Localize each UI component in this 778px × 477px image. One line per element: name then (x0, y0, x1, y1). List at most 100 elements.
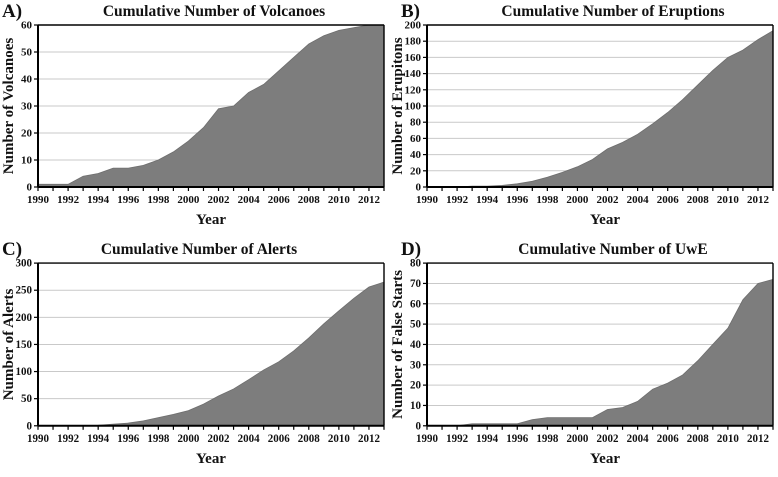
svg-text:150: 150 (16, 339, 33, 351)
y-axis-label-alerts: Number of Alerts (1, 288, 17, 400)
svg-text:2006: 2006 (657, 433, 679, 445)
y-axis-label-uwe: Number of False Starts (390, 270, 406, 419)
svg-text:2012: 2012 (747, 194, 770, 206)
svg-text:1990: 1990 (416, 433, 438, 445)
y-axis-label-volcanoes: Number of Volcanoes (1, 38, 17, 175)
svg-text:2000: 2000 (566, 433, 588, 445)
panel-label-b: B) (401, 1, 420, 22)
svg-text:2004: 2004 (238, 194, 261, 206)
svg-text:2008: 2008 (687, 433, 709, 445)
svg-text:250: 250 (16, 285, 33, 297)
panel-uwe: D) Cumulative Number of UwE Number of Fa… (389, 238, 778, 477)
svg-text:1996: 1996 (117, 194, 140, 206)
svg-text:2000: 2000 (177, 194, 200, 206)
svg-text:1998: 1998 (147, 194, 170, 206)
chart-title-volcanoes: Cumulative Number of Volcanoes (103, 3, 325, 20)
svg-text:2000: 2000 (177, 433, 199, 445)
svg-text:1996: 1996 (506, 194, 529, 206)
svg-text:2004: 2004 (627, 194, 650, 206)
svg-text:0: 0 (416, 182, 422, 194)
svg-text:1992: 1992 (446, 194, 469, 206)
plot-area-alerts: 0 50 100 150 200 250 300 1990 1992 1994 1996 1998 20… (16, 258, 385, 445)
svg-text:1998: 1998 (536, 194, 559, 206)
svg-text:2002: 2002 (208, 194, 231, 206)
svg-text:1990: 1990 (27, 194, 50, 206)
panel-eruptions: B) Cumulative Number of Eruptions Number… (389, 0, 778, 238)
svg-text:1998: 1998 (536, 433, 558, 445)
svg-text:2008: 2008 (687, 194, 710, 206)
svg-text:50: 50 (21, 47, 33, 59)
svg-text:10: 10 (410, 400, 421, 412)
svg-text:50: 50 (21, 393, 32, 405)
svg-text:30: 30 (21, 101, 33, 113)
svg-text:40: 40 (21, 74, 33, 86)
svg-text:1990: 1990 (416, 194, 439, 206)
x-axis-label-volcanoes: Year (196, 212, 226, 228)
plot-area-uwe: 0 10 20 30 40 50 60 70 80 1990 1992 1994 1996 1998 200… (410, 258, 774, 445)
svg-text:2008: 2008 (298, 433, 320, 445)
svg-text:80: 80 (410, 258, 421, 270)
svg-text:80: 80 (410, 117, 422, 129)
svg-text:300: 300 (16, 258, 33, 270)
svg-text:1998: 1998 (147, 433, 169, 445)
svg-text:2006: 2006 (268, 433, 290, 445)
svg-text:1992: 1992 (446, 433, 468, 445)
svg-text:2012: 2012 (358, 194, 381, 206)
svg-text:40: 40 (410, 149, 422, 161)
svg-text:2006: 2006 (268, 194, 291, 206)
y-axis-label-eruptions: Number of Erupitons (390, 37, 406, 174)
chart-title-eruptions: Cumulative Number of Eruptions (501, 3, 724, 20)
svg-text:70: 70 (410, 278, 421, 290)
svg-text:2004: 2004 (238, 433, 260, 445)
svg-text:2004: 2004 (627, 433, 649, 445)
uwe-chart: D) Cumulative Number of UwE Number of Fa… (390, 239, 774, 467)
svg-text:120: 120 (405, 84, 422, 96)
panel-label-a: A) (2, 1, 22, 22)
svg-text:180: 180 (405, 36, 422, 48)
svg-text:2010: 2010 (717, 433, 739, 445)
svg-text:2010: 2010 (717, 194, 740, 206)
plot-area-volcanoes: 0 10 20 30 40 50 60 1990 1992 1994 1996 1998 2000 200… (21, 20, 385, 206)
svg-text:2008: 2008 (298, 194, 321, 206)
svg-text:2002: 2002 (597, 194, 620, 206)
svg-text:30: 30 (410, 359, 421, 371)
volcanoes-chart: A) Cumulative Number of Volcanoes Number… (1, 1, 385, 228)
svg-text:200: 200 (405, 20, 422, 32)
svg-text:1992: 1992 (57, 433, 79, 445)
x-axis-label-uwe: Year (590, 451, 620, 467)
svg-text:200: 200 (16, 312, 33, 324)
svg-text:10: 10 (21, 155, 33, 167)
svg-text:60: 60 (410, 298, 421, 310)
x-axis-label-eruptions: Year (590, 212, 620, 228)
svg-text:1996: 1996 (506, 433, 528, 445)
panel-alerts: C) Cumulative Number of Alerts Number of… (0, 238, 389, 477)
panel-volcanoes: A) Cumulative Number of Volcanoes Number… (0, 0, 389, 238)
svg-text:140: 140 (405, 68, 422, 80)
svg-text:1990: 1990 (27, 433, 49, 445)
svg-text:1994: 1994 (476, 433, 498, 445)
svg-text:2010: 2010 (328, 433, 350, 445)
svg-text:20: 20 (21, 128, 33, 140)
plot-area-eruptions: 0 20 40 60 80 100 120 140 160 180 200 1990 1992 1994 1… (405, 20, 774, 206)
svg-text:50: 50 (410, 319, 421, 331)
svg-text:0: 0 (26, 420, 32, 432)
svg-text:0: 0 (415, 420, 421, 432)
svg-text:2012: 2012 (747, 433, 769, 445)
x-axis-label-alerts: Year (196, 451, 226, 467)
svg-text:1994: 1994 (476, 194, 499, 206)
alerts-chart: C) Cumulative Number of Alerts Number of… (1, 239, 385, 467)
svg-text:2010: 2010 (328, 194, 351, 206)
panel-label-c: C) (2, 239, 22, 260)
svg-text:160: 160 (405, 52, 422, 64)
panel-label-d: D) (401, 239, 421, 260)
svg-text:2000: 2000 (566, 194, 589, 206)
chart-title-uwe: Cumulative Number of UwE (518, 241, 707, 258)
chart-title-alerts: Cumulative Number of Alerts (101, 241, 297, 258)
svg-text:2002: 2002 (208, 433, 230, 445)
svg-text:0: 0 (27, 182, 33, 194)
eruptions-chart: B) Cumulative Number of Eruptions Number… (390, 1, 774, 228)
svg-text:1992: 1992 (57, 194, 80, 206)
svg-text:100: 100 (405, 101, 422, 113)
svg-text:2006: 2006 (657, 194, 680, 206)
